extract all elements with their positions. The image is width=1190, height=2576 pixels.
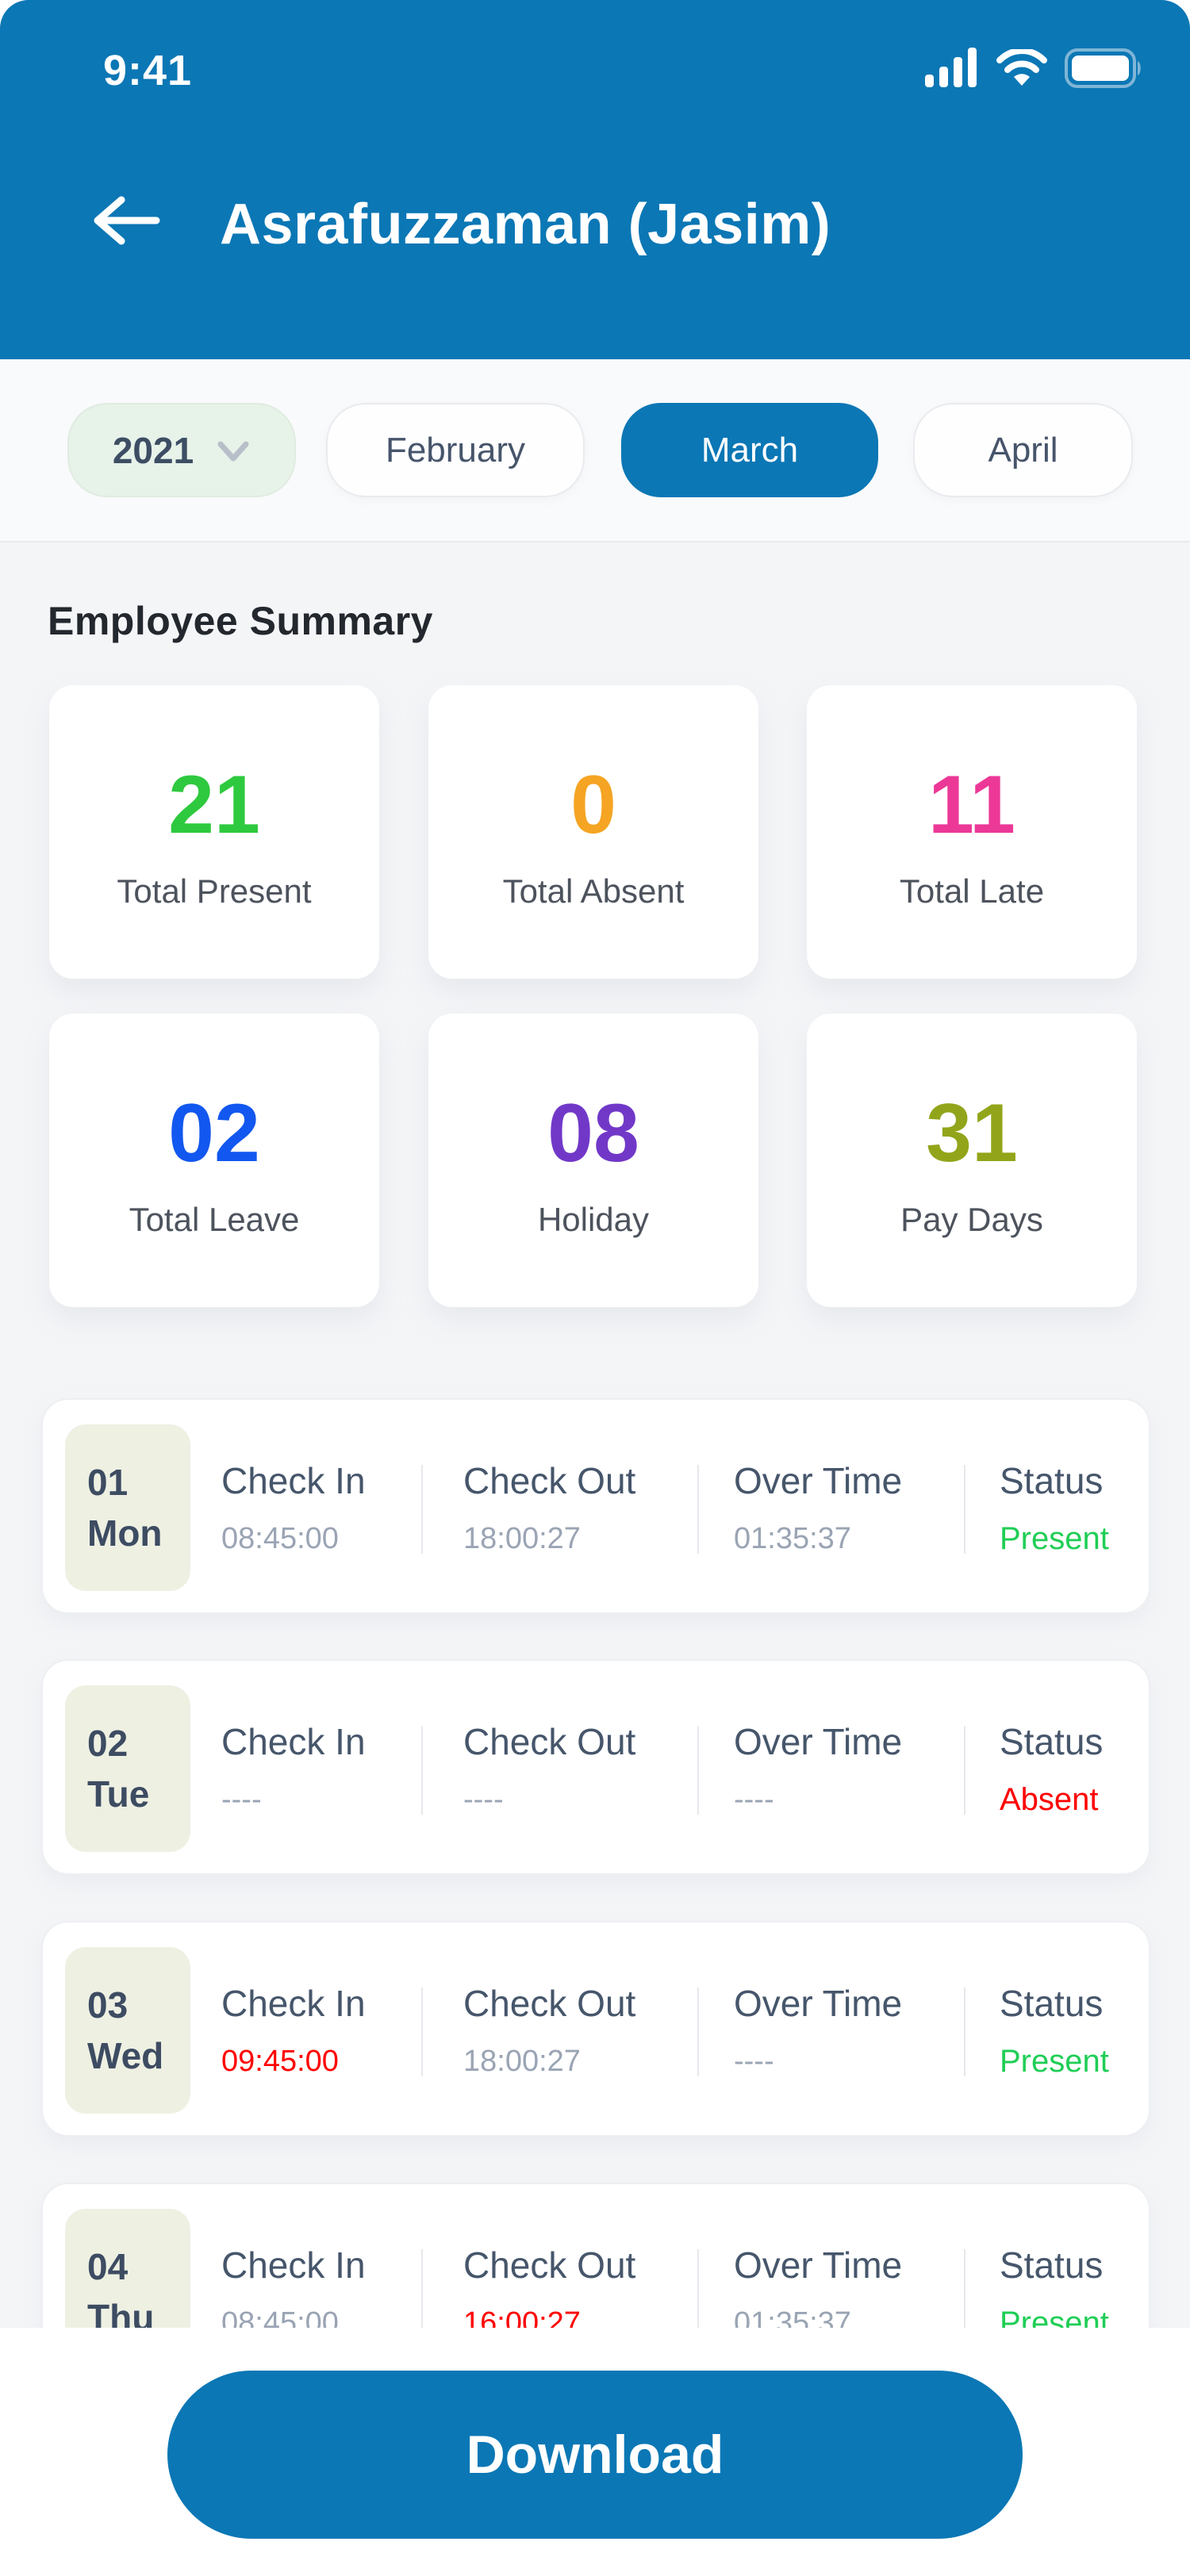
column-divider xyxy=(964,2249,965,2338)
tab-february[interactable]: February xyxy=(326,403,585,497)
summary-card-holiday: 08 Holiday xyxy=(428,1014,758,1307)
app-header: 9:41 xyxy=(0,0,1190,359)
column-divider xyxy=(697,1465,699,1554)
column-divider xyxy=(964,1465,965,1554)
summary-card-total-late: 11 Total Late xyxy=(807,685,1137,979)
cell-header: Over Time xyxy=(734,2244,903,2286)
column-divider xyxy=(421,1726,423,1815)
summary-label: Pay Days xyxy=(900,1201,1043,1238)
year-dropdown-label: 2021 xyxy=(112,429,194,471)
tab-april[interactable]: April xyxy=(913,403,1133,497)
signal-icon xyxy=(925,47,979,93)
summary-value: 31 xyxy=(926,1087,1018,1179)
filter-bar: 2021 February March April xyxy=(0,359,1190,542)
column-divider xyxy=(964,1726,965,1815)
attendance-row: 03 Wed Check In 09:45:00 Check Out 18:00… xyxy=(41,1921,1150,2137)
status-bar-time: 9:41 xyxy=(103,47,193,94)
wifi-icon xyxy=(996,47,1047,91)
summary-value: 02 xyxy=(168,1087,260,1179)
summary-card-total-leave: 02 Total Leave xyxy=(49,1014,379,1307)
cell-header: Status xyxy=(1000,2244,1104,2286)
attendance-row: 01 Mon Check In 08:45:00 Check Out 18:00… xyxy=(41,1398,1150,1614)
cell-value: ---- xyxy=(734,2045,774,2078)
cell-value: ---- xyxy=(463,1783,504,1816)
cell-header: Status xyxy=(1000,1983,1104,2024)
column-divider xyxy=(421,1465,423,1554)
day-badge: 01 Mon xyxy=(65,1424,190,1591)
summary-label: Total Late xyxy=(899,872,1045,910)
summary-value: 11 xyxy=(928,759,1015,851)
cell-header: Check Out xyxy=(463,1460,636,1501)
page-title: Asrafuzzaman (Jasim) xyxy=(220,193,831,256)
battery-icon xyxy=(1065,48,1144,92)
day-weekday: Tue xyxy=(87,1773,150,1815)
tab-march[interactable]: March xyxy=(621,403,878,497)
column-divider xyxy=(697,1988,699,2076)
column-divider xyxy=(421,2249,423,2338)
cell-header: Check In xyxy=(221,1460,366,1501)
day-badge: 02 Tue xyxy=(65,1685,190,1852)
day-weekday: Wed xyxy=(87,2035,164,2076)
status-bar-icons xyxy=(925,47,1144,93)
cell-value: 18:00:27 xyxy=(463,2045,581,2078)
chevron-down-icon xyxy=(216,429,251,472)
cell-header: Status xyxy=(1000,1460,1104,1501)
summary-value: 08 xyxy=(547,1087,639,1179)
cell-header: Check Out xyxy=(463,1721,636,1762)
day-number: 03 xyxy=(87,1984,129,2026)
day-weekday: Mon xyxy=(87,1512,163,1554)
cell-header: Over Time xyxy=(734,1721,903,1762)
back-arrow-icon xyxy=(90,196,161,251)
tab-april-label: April xyxy=(988,430,1058,470)
summary-value: 0 xyxy=(570,759,616,851)
summary-label: Total Present xyxy=(117,872,312,910)
tab-march-label: March xyxy=(701,430,799,470)
download-button[interactable]: Download xyxy=(167,2371,1023,2539)
status-badge: Absent xyxy=(1000,1782,1099,1817)
summary-label: Holiday xyxy=(537,1201,650,1238)
column-divider xyxy=(964,1988,965,2076)
section-heading: Employee Summary xyxy=(48,599,433,643)
summary-value: 21 xyxy=(168,759,260,851)
cell-value: ---- xyxy=(221,1783,262,1816)
column-divider xyxy=(697,2249,699,2338)
summary-card-total-absent: 0 Total Absent xyxy=(428,685,758,979)
cell-value: 18:00:27 xyxy=(463,1522,581,1555)
footer: Download xyxy=(0,2328,1190,2576)
cell-header: Check Out xyxy=(463,1983,636,2024)
cell-value: 09:45:00 xyxy=(221,2045,339,2078)
day-badge: 03 Wed xyxy=(65,1947,190,2114)
column-divider xyxy=(697,1726,699,1815)
status-badge: Present xyxy=(1000,2044,1109,2079)
summary-card-total-present: 21 Total Present xyxy=(49,685,379,979)
cell-header: Check In xyxy=(221,1721,366,1762)
cell-value: 01:35:37 xyxy=(734,1522,851,1555)
cell-header: Status xyxy=(1000,1721,1104,1762)
cell-header: Check In xyxy=(221,2244,366,2286)
day-number: 04 xyxy=(87,2246,129,2287)
cell-value: 08:45:00 xyxy=(221,1522,339,1555)
tab-february-label: February xyxy=(385,430,526,470)
cell-header: Check In xyxy=(221,1983,366,2024)
column-divider xyxy=(421,1988,423,2076)
cell-header: Check Out xyxy=(463,2244,636,2286)
cell-header: Over Time xyxy=(734,1983,903,2024)
summary-label: Total Absent xyxy=(502,872,685,910)
attendance-row: 02 Tue Check In ---- Check Out ---- Over… xyxy=(41,1659,1150,1875)
year-dropdown[interactable]: 2021 xyxy=(67,403,296,497)
summary-card-pay-days: 31 Pay Days xyxy=(807,1014,1137,1307)
back-button[interactable] xyxy=(87,189,163,254)
status-badge: Present xyxy=(1000,1521,1109,1556)
cell-header: Over Time xyxy=(734,1460,903,1501)
day-number: 01 xyxy=(87,1462,129,1503)
summary-label: Total Leave xyxy=(129,1201,300,1238)
cell-value: ---- xyxy=(734,1783,774,1816)
day-number: 02 xyxy=(87,1723,129,1764)
